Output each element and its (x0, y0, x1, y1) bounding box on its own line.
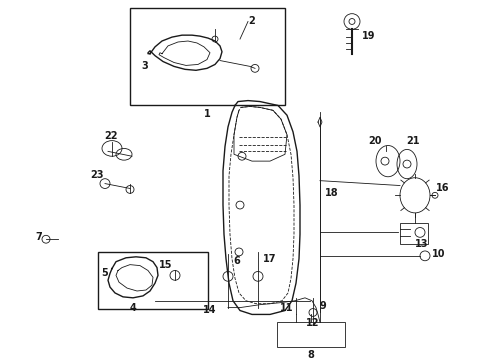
Text: 6: 6 (233, 256, 240, 266)
Text: 3: 3 (141, 62, 148, 71)
FancyBboxPatch shape (277, 322, 345, 347)
FancyBboxPatch shape (98, 252, 208, 309)
FancyBboxPatch shape (130, 8, 285, 105)
Text: 21: 21 (406, 136, 419, 147)
Text: 17: 17 (263, 254, 276, 264)
Text: 9: 9 (320, 301, 327, 311)
Text: 7: 7 (35, 232, 42, 242)
Text: 18: 18 (325, 188, 339, 198)
Text: 22: 22 (104, 131, 118, 141)
Text: 14: 14 (203, 305, 217, 315)
FancyBboxPatch shape (400, 222, 428, 244)
Text: 5: 5 (101, 269, 108, 278)
Text: 13: 13 (415, 239, 428, 249)
Text: 11: 11 (279, 303, 293, 313)
Text: 15: 15 (158, 260, 172, 270)
Text: 12: 12 (306, 318, 320, 328)
Text: 16: 16 (436, 184, 449, 193)
Text: 20: 20 (368, 136, 382, 147)
Text: 10: 10 (432, 249, 445, 259)
Text: 19: 19 (362, 31, 375, 41)
Text: 4: 4 (130, 303, 136, 313)
Text: 1: 1 (204, 109, 210, 120)
Text: 2: 2 (248, 15, 255, 26)
Text: 8: 8 (308, 350, 315, 360)
Text: 23: 23 (90, 170, 103, 180)
